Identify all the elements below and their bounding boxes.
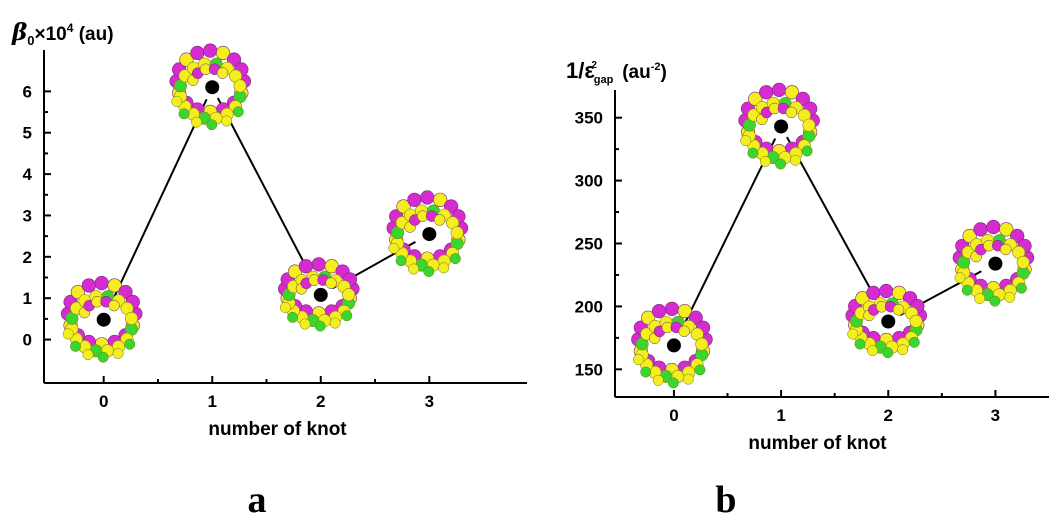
panel-b-series-line — [673, 124, 996, 346]
panel-b-ylabel: 1/εgap2 (au-2) — [566, 58, 667, 86]
panel-b-y-tick-label: 350 — [575, 109, 603, 128]
panel-a-y-tick-label: 4 — [23, 165, 33, 184]
panel-a-data-point — [205, 80, 220, 95]
panel-a-chart: β0×104 (au) 0 1 2 3 4 5 6 0 1 2 3 number of knot a — [11, 19, 527, 521]
panel-a-y-tick-label: 3 — [23, 206, 32, 225]
panel-b-data-point — [881, 314, 896, 329]
panel-a-data-point — [422, 227, 437, 242]
panel-a-x-tick-label: 1 — [208, 392, 217, 411]
panel-b-y-tick-label: 250 — [575, 235, 603, 254]
panel-a-x-tick-label: 2 — [316, 392, 325, 411]
panel-a-label: a — [248, 479, 267, 521]
panel-b-y-tick-label: 200 — [575, 297, 603, 316]
panel-b-x-tick-label: 0 — [669, 406, 678, 425]
panel-b-knot-model-3 — [952, 219, 1035, 307]
panel-b-y-tick-label: 300 — [575, 172, 603, 191]
panel-a-knot-model-0 — [60, 276, 143, 363]
panel-a-y-tick-label: 2 — [23, 248, 32, 267]
panel-b-data-point — [666, 338, 681, 353]
panel-b-xlabel: number of knot — [748, 433, 887, 454]
panel-a-y-tick-label: 1 — [23, 289, 32, 308]
panel-a-y-tick-label: 6 — [23, 82, 32, 101]
panel-a-series-line — [102, 84, 430, 321]
panel-b-x-tick-label: 1 — [776, 406, 785, 425]
panel-a-knot-model-1 — [169, 43, 251, 131]
panel-b-chart: 1/εgap2 (au-2) 150 200 250 300 350 0 1 2 3 number… — [566, 58, 1049, 521]
panel-a-ylabel: β0×104 (au) — [11, 19, 114, 48]
panel-b-x-tick-label: 2 — [884, 406, 893, 425]
panel-a-data-point — [96, 312, 111, 327]
panel-b-knot-model-1 — [738, 82, 820, 170]
panel-b-y-tick-label: 150 — [575, 360, 603, 379]
panel-b-x-tick-label: 3 — [991, 406, 1000, 425]
panel-b-knot-model-2 — [845, 283, 928, 359]
panel-a-x-tick-label: 3 — [425, 392, 434, 411]
panel-b-data-point — [988, 256, 1003, 271]
panel-a-y-tick-label: 5 — [23, 124, 32, 143]
panel-b-data-point — [774, 119, 789, 134]
panel-a-knot-model-2 — [278, 257, 360, 332]
panel-a-y-tick-label: 0 — [23, 331, 32, 350]
panel-a-data-point — [313, 287, 328, 302]
panel-a-knot-model-3 — [386, 190, 469, 278]
panel-a-x-tick-label: 0 — [99, 392, 108, 411]
panel-b-label: b — [715, 479, 736, 521]
panel-a-xlabel: number of knot — [208, 419, 347, 440]
panel-b-knot-model-0 — [631, 301, 713, 389]
